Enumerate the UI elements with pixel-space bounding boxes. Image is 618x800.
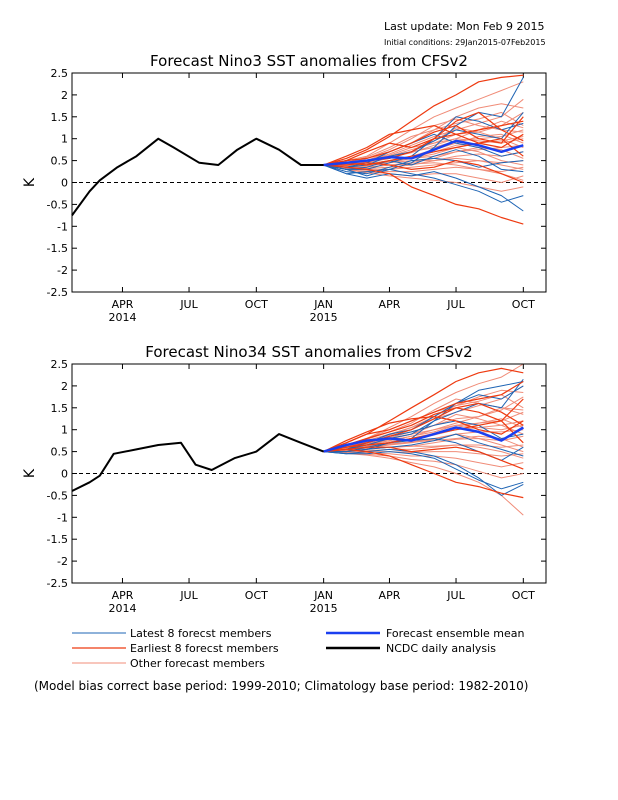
nino3-y-tick-label: 1.5 <box>51 111 69 124</box>
nino34-x-tick-label: JAN <box>313 589 333 602</box>
nino34-x-tick-label: JUL <box>446 589 465 602</box>
initial-conditions-text: Initial conditions: 29Jan2015-07Feb2015 <box>384 38 546 47</box>
nino34-earliest-member-line <box>323 380 524 453</box>
nino34-latest-member-line <box>323 448 524 496</box>
nino3-y-tick-label: 1 <box>61 133 68 146</box>
nino3-y-tick-label: -0.5 <box>47 198 68 211</box>
nino3-x-tick-label: JUL <box>446 298 465 311</box>
nino3-earliest-member-line <box>323 120 524 166</box>
nino3-earliest-member-line <box>323 74 524 166</box>
nino34-y-tick-label: -1.5 <box>47 533 68 546</box>
nino34-y-tick-label: 2 <box>61 380 68 393</box>
nino34-earliest-member-line <box>323 446 524 470</box>
nino3-x-tick-label: APR <box>379 298 401 311</box>
nino3-y-tick-label: 2.5 <box>51 67 69 80</box>
nino34-observed-line <box>71 433 324 492</box>
legend-other-label: Other forecast members <box>130 657 265 670</box>
nino34-x-tick-label: APR <box>379 589 401 602</box>
nino3-x-tick-label: APR <box>112 298 134 311</box>
nino34-x-year-label: 2015 <box>310 602 338 615</box>
footnote: (Model bias correct base period: 1999-20… <box>34 679 528 693</box>
legend-latest-label: Latest 8 forecst members <box>130 627 272 640</box>
nino34-earliest-member-line <box>323 448 524 499</box>
nino3-x-tick-label: OCT <box>512 298 535 311</box>
nino3-x-year-label: 2014 <box>108 311 136 324</box>
nino34-y-tick-label: 0.5 <box>51 446 69 459</box>
nino34-panel: Forecast Nino34 SST anomalies from CFSv2… <box>22 343 547 615</box>
nino34-y-tick-label: -2 <box>57 555 68 568</box>
nino3-x-tick-label: JAN <box>313 298 333 311</box>
legend-mean-label: Forecast ensemble mean <box>386 627 525 640</box>
nino3-y-tick-label: 0.5 <box>51 155 69 168</box>
nino34-y-tick-label: -0.5 <box>47 489 68 502</box>
nino34-ensemble-mean-line <box>323 426 524 453</box>
nino3-latest-member-line <box>323 116 524 170</box>
nino34-y-tick-label: 0 <box>61 468 68 481</box>
nino3-y-tick-label: 2 <box>61 89 68 102</box>
nino34-x-tick-label: JUL <box>179 589 198 602</box>
nino34-other-member-line <box>323 451 524 457</box>
nino3-y-tick-label: -1 <box>57 220 68 233</box>
nino3-plot-frame <box>71 72 547 293</box>
nino3-latest-member-line <box>323 164 524 212</box>
nino3-earliest-member-line <box>323 164 524 225</box>
nino34-x-tick-label: OCT <box>512 589 535 602</box>
nino3-other-member-line <box>323 164 524 192</box>
nino3-other-member-line <box>323 164 524 183</box>
nino34-chart-title: Forecast Nino34 SST anomalies from CFSv2 <box>145 343 472 361</box>
nino34-y-tick-label: 2.5 <box>51 358 69 371</box>
nino3-x-tick-label: JUL <box>179 298 198 311</box>
nino3-other-member-line <box>323 162 524 181</box>
nino3-latest-member-line <box>323 164 524 203</box>
last-update-text: Last update: Mon Feb 9 2015 <box>384 20 545 33</box>
nino3-observed-line <box>71 137 324 216</box>
nino34-latest-member-line <box>323 378 524 453</box>
nino3-other-member-line <box>323 81 524 166</box>
nino3-x-tick-label: OCT <box>245 298 268 311</box>
nino3-chart-title: Forecast Nino3 SST anomalies from CFSv2 <box>150 52 468 70</box>
nino3-y-tick-label: -2.5 <box>47 286 68 299</box>
nino3-panel: Forecast Nino3 SST anomalies from CFSv2 K… <box>22 52 547 324</box>
nino34-y-tick-label: -1 <box>57 511 68 524</box>
nino3-latest-member-line <box>323 112 524 168</box>
nino34-earliest-member-line <box>323 402 524 453</box>
legend-earliest-label: Earliest 8 forecst members <box>130 642 279 655</box>
nino34-y-tick-label: -2.5 <box>47 577 68 590</box>
nino34-y-axis-label: K <box>22 468 38 478</box>
nino34-y-tick-label: 1.5 <box>51 402 69 415</box>
nino3-x-year-label: 2015 <box>310 311 338 324</box>
nino34-x-tick-label: APR <box>112 589 134 602</box>
nino3-ensemble-mean-line <box>323 139 524 167</box>
legend-observed-label: NCDC daily analysis <box>386 642 496 655</box>
nino3-y-tick-label: -2 <box>57 264 68 277</box>
nino34-earliest-member-line <box>323 416 524 453</box>
nino34-latest-member-line <box>323 451 524 490</box>
nino34-plot-frame <box>71 363 547 584</box>
nino3-earliest-member-line <box>323 124 524 166</box>
nino3-latest-member-line <box>323 133 524 168</box>
nino34-y-tick-label: 1 <box>61 424 68 437</box>
nino3-y-tick-label: 0 <box>61 177 68 190</box>
nino34-x-tick-label: OCT <box>245 589 268 602</box>
legend: Latest 8 forecst members Earliest 8 fore… <box>72 627 525 670</box>
nino3-y-tick-label: -1.5 <box>47 242 68 255</box>
nino34-x-year-label: 2014 <box>108 602 136 615</box>
nino3-y-axis-label: K <box>22 177 38 187</box>
